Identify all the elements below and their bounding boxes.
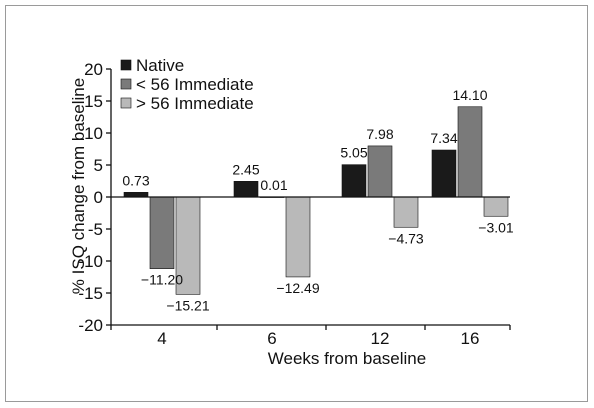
bar-56-immediate-week-16 (483, 196, 509, 217)
bar-native-week-4 (123, 192, 149, 198)
bar-native-week-6 (233, 181, 259, 198)
bar-native-week-12 (341, 164, 367, 198)
legend-label: < 56 Immediate (136, 75, 254, 94)
data-label: −11.20 (141, 272, 183, 288)
data-label: 5.05 (340, 145, 367, 161)
data-label: 14.10 (452, 87, 487, 103)
bar-56-immediate-week-4 (175, 196, 201, 295)
x-tick-label: 12 (371, 329, 390, 348)
x-tick-label: 4 (157, 329, 166, 348)
bar-native-week-16 (431, 149, 457, 198)
data-label: −15.21 (166, 297, 209, 313)
y-axis-label: % ISQ change from baseline (69, 78, 88, 294)
x-axis-label: Weeks from baseline (268, 349, 426, 368)
axes (106, 68, 511, 330)
data-label: 7.34 (430, 130, 457, 146)
y-tick-label: -15 (78, 284, 103, 303)
y-tick-label: -5 (88, 220, 103, 239)
y-tick-label: 0 (94, 188, 103, 207)
y-tick-label: 5 (94, 156, 103, 175)
data-label: −4.73 (388, 230, 424, 246)
data-label: −3.01 (478, 219, 514, 235)
data-label: 0.01 (260, 177, 287, 193)
legend-swatch (120, 59, 132, 71)
x-tick-label: 16 (461, 329, 480, 348)
bar-56-immediate-week-12 (367, 145, 393, 198)
bar-56-immediate-week-6 (285, 196, 311, 278)
data-label: 2.45 (232, 161, 259, 177)
bars (123, 106, 509, 295)
legend-swatch (120, 78, 132, 90)
bar-56-immediate-week-4 (149, 196, 175, 269)
data-label: −12.49 (276, 280, 319, 296)
y-tick-label: 10 (84, 124, 103, 143)
bar-56-immediate-week-12 (393, 196, 419, 228)
x-tick-label: 6 (267, 329, 276, 348)
data-label: 7.98 (366, 126, 393, 142)
y-tick-label: -10 (78, 252, 103, 271)
y-tick-label: 15 (84, 92, 103, 111)
legend-swatch (120, 97, 132, 109)
legend: Native< 56 Immediate> 56 Immediate (120, 56, 254, 113)
legend-label: Native (136, 56, 184, 75)
bar-labels: 0.73 2.45 5.05 7.34 −11.20 0.01 7.98 14.10 −15.2… (122, 87, 514, 314)
legend-label: > 56 Immediate (136, 94, 254, 113)
tick-labels: 20 15 10 5 0 -5 -10 -15 -20 4 6 12 16 (78, 60, 479, 348)
y-tick-label: -20 (78, 316, 103, 335)
data-label: 0.73 (122, 172, 149, 188)
bar-56-immediate-week-16 (457, 106, 483, 198)
y-tick-label: 20 (84, 60, 103, 79)
